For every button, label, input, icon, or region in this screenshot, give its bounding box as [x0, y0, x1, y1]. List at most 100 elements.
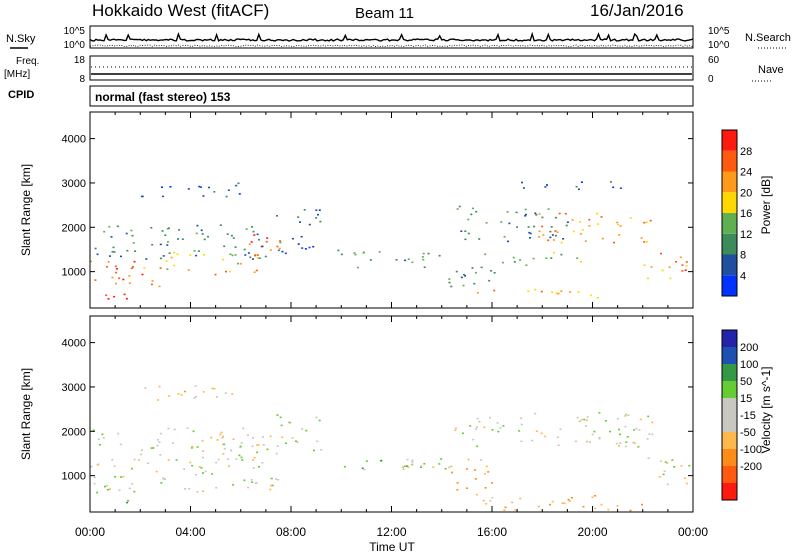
echo-cell	[363, 251, 365, 254]
echo-cell	[579, 233, 582, 235]
echo-cell	[600, 216, 603, 218]
echo-cell	[578, 188, 580, 191]
echo-cell	[666, 462, 669, 464]
echo-cell	[594, 494, 597, 497]
echo-cell	[305, 429, 308, 432]
echo-cell	[160, 432, 163, 435]
echo-cell	[524, 215, 527, 217]
beam-title: Beam 11	[355, 5, 414, 22]
echo-cell	[139, 453, 142, 456]
echo-cell	[475, 428, 477, 430]
echo-cell	[308, 246, 311, 249]
echo-cell	[467, 458, 470, 461]
echo-cell	[512, 256, 515, 259]
echo-cell	[98, 444, 101, 446]
echo-cell	[159, 243, 162, 246]
echo-cell	[187, 188, 190, 190]
echo-cell	[280, 424, 283, 427]
echo-cell	[275, 452, 278, 455]
echo-cell	[544, 186, 547, 188]
echo-cell	[476, 445, 479, 448]
echo-cell	[238, 193, 241, 195]
echo-cell	[475, 426, 478, 428]
echo-cell	[232, 438, 235, 440]
echo-cell	[208, 186, 210, 189]
echo-cell	[113, 295, 116, 298]
echo-cell	[423, 266, 426, 268]
echo-cell	[119, 443, 122, 446]
echo-cell	[192, 430, 195, 433]
echo-cell	[96, 253, 99, 256]
echo-cell	[685, 265, 688, 267]
echo-cell	[559, 428, 562, 431]
echo-cell	[561, 502, 564, 504]
echo-cell	[516, 226, 519, 228]
echo-cell	[137, 459, 140, 461]
velocity-colorbar-swatch	[722, 483, 737, 500]
power-colorbar-swatch	[722, 213, 737, 234]
echo-cell	[427, 252, 430, 255]
echo-cell	[256, 233, 259, 236]
echo-cell	[640, 237, 643, 239]
echo-cell	[507, 240, 509, 243]
echo-cell	[173, 264, 176, 267]
echo-cell	[301, 428, 304, 430]
echo-cell	[598, 412, 601, 414]
echo-cell	[175, 459, 178, 461]
echo-cell	[203, 254, 205, 256]
echo-cell	[316, 440, 319, 443]
echo-cell	[125, 297, 128, 300]
echo-cell	[194, 385, 197, 387]
echo-cell	[489, 416, 491, 419]
echo-cell	[464, 238, 467, 241]
echo-cell	[150, 283, 153, 286]
echo-cell	[173, 428, 176, 431]
velocity-ylabel: Slant Range [km]	[19, 368, 33, 460]
echo-cell	[132, 242, 135, 244]
echo-cell	[472, 438, 475, 441]
velocity-colorbar-tick: 50	[740, 376, 752, 388]
echo-cell	[230, 449, 232, 452]
echo-cell	[166, 268, 169, 270]
echo-cell	[191, 445, 194, 448]
echo-cell	[167, 241, 169, 243]
echo-cell	[228, 465, 230, 467]
echo-cell	[178, 229, 181, 231]
power-colorbar-swatch	[722, 275, 737, 296]
echo-cell	[202, 450, 204, 452]
echo-cell	[547, 208, 550, 210]
echo-cell	[646, 277, 649, 280]
power-colorbar-frame	[721, 129, 738, 297]
echo-cell	[199, 186, 202, 188]
echo-cell	[521, 181, 523, 184]
echo-cell	[226, 458, 229, 460]
echo-cell	[474, 478, 477, 480]
echo-cell	[549, 230, 552, 233]
velocity-colorbar-tick: -50	[740, 427, 756, 439]
noise-tick-right-bottom: 10^0	[708, 40, 730, 51]
echo-cell	[560, 290, 563, 292]
echo-cell	[651, 433, 654, 436]
echo-cell	[304, 248, 307, 250]
echo-cell	[580, 181, 583, 183]
echo-cell	[496, 422, 499, 424]
echo-cell	[649, 219, 652, 222]
power-colorbar-swatch	[722, 233, 737, 255]
echo-cell	[123, 293, 126, 296]
echo-cell	[520, 440, 523, 443]
echo-cell	[588, 225, 591, 227]
echo-cell	[484, 473, 486, 475]
echo-cell	[448, 281, 451, 284]
nave-tick-top: 60	[708, 55, 720, 66]
echo-cell	[261, 245, 264, 248]
echo-cell	[491, 496, 494, 499]
echo-cell	[291, 237, 294, 240]
echo-cell	[240, 456, 243, 459]
echo-cell	[210, 436, 213, 439]
echo-cell	[485, 222, 488, 224]
echo-cell	[115, 268, 118, 270]
power-colorbar-swatch	[722, 192, 737, 213]
echo-cell	[535, 430, 538, 432]
echo-cell	[126, 249, 129, 252]
echo-cell	[629, 509, 632, 512]
